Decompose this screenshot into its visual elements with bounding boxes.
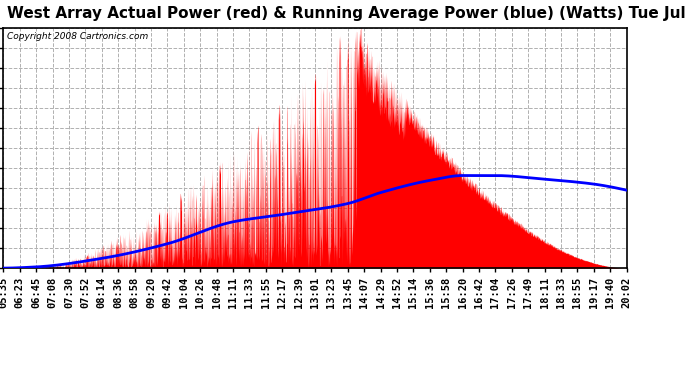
Text: Copyright 2008 Cartronics.com: Copyright 2008 Cartronics.com xyxy=(7,32,148,41)
Text: West Array Actual Power (red) & Running Average Power (blue) (Watts) Tue Jul 22 : West Array Actual Power (red) & Running … xyxy=(7,6,690,21)
